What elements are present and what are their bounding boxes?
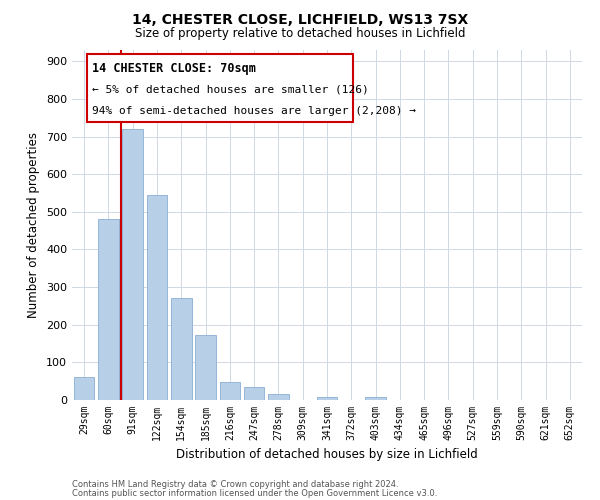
Text: Size of property relative to detached houses in Lichfield: Size of property relative to detached ho… [135,28,465,40]
Text: Contains HM Land Registry data © Crown copyright and database right 2024.: Contains HM Land Registry data © Crown c… [72,480,398,489]
FancyBboxPatch shape [88,54,353,122]
Text: 14, CHESTER CLOSE, LICHFIELD, WS13 7SX: 14, CHESTER CLOSE, LICHFIELD, WS13 7SX [132,12,468,26]
Bar [268,394,289,400]
Text: ← 5% of detached houses are smaller (126): ← 5% of detached houses are smaller (126… [92,84,369,94]
Bar [244,387,265,400]
Text: Contains public sector information licensed under the Open Government Licence v3: Contains public sector information licen… [72,488,437,498]
Text: 94% of semi-detached houses are larger (2,208) →: 94% of semi-detached houses are larger (… [92,106,416,116]
Bar [171,298,191,400]
Y-axis label: Number of detached properties: Number of detached properties [28,132,40,318]
Bar [365,398,386,400]
Bar [195,335,216,400]
Bar [317,397,337,400]
Bar [220,382,240,400]
Bar [74,378,94,400]
X-axis label: Distribution of detached houses by size in Lichfield: Distribution of detached houses by size … [176,448,478,462]
Bar [146,195,167,400]
Bar [98,220,119,400]
Bar [122,129,143,400]
Text: 14 CHESTER CLOSE: 70sqm: 14 CHESTER CLOSE: 70sqm [92,62,256,75]
